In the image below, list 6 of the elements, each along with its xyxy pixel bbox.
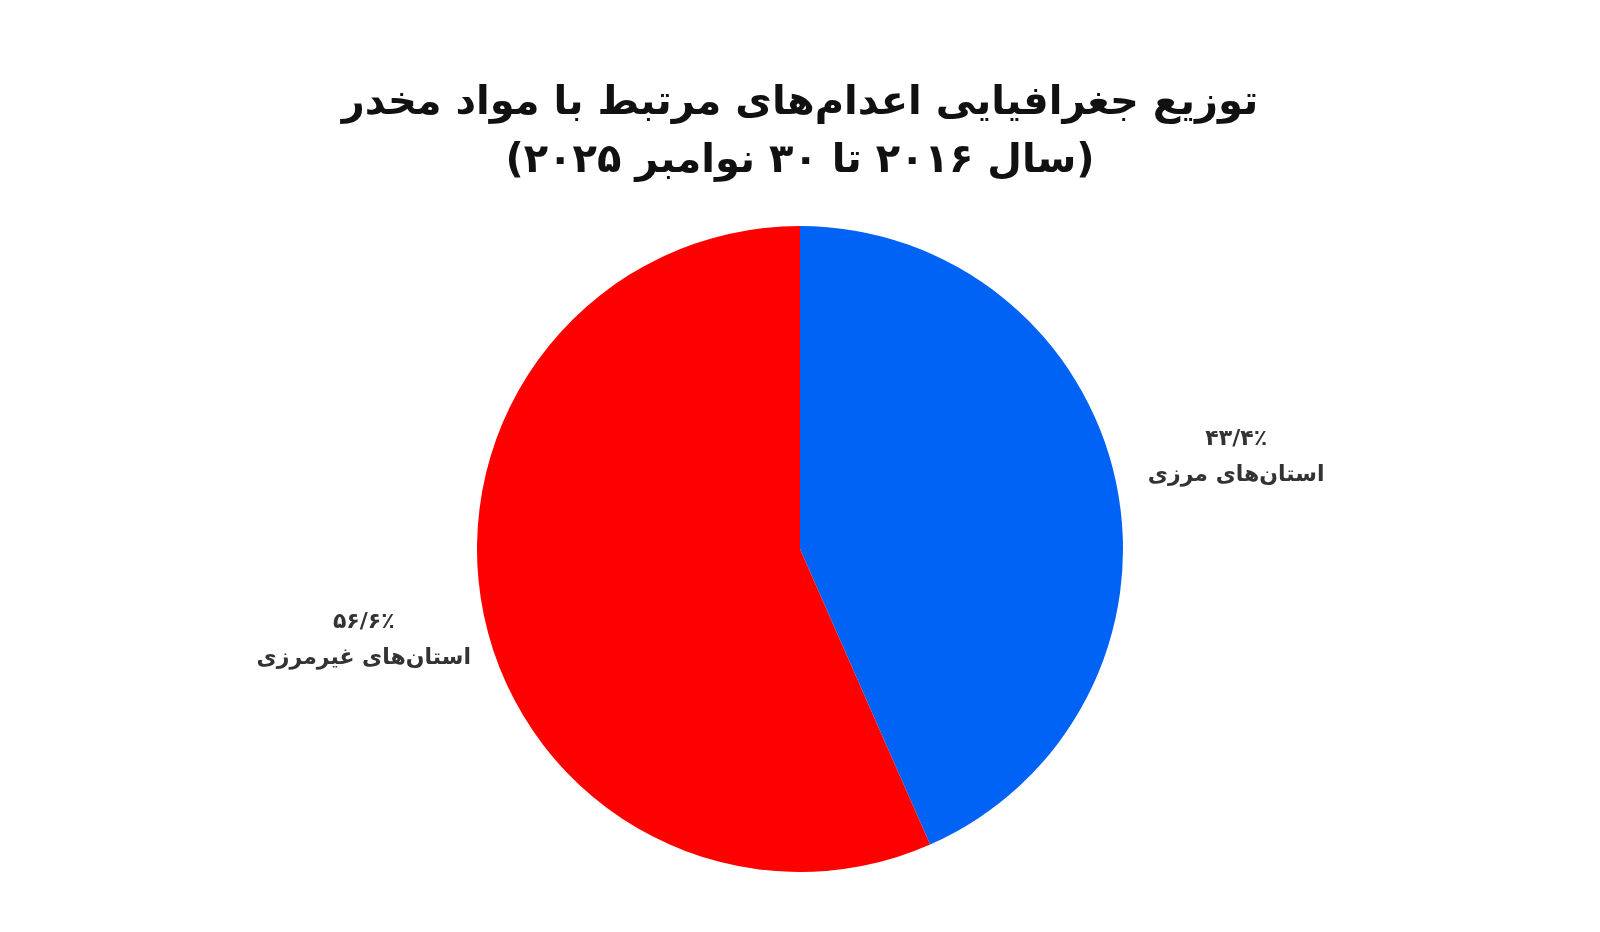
- slice-label: استان‌های غیرمرزی: [256, 644, 471, 671]
- data-label: ۴۳/۴٪: [1205, 424, 1268, 450]
- chart-title: توزیع جغرافیایی اعدام‌های مرتبط با مواد مخدر: [339, 77, 1259, 125]
- chart-subtitle: (سال ۲۰۱۶ تا ۳۰ نوامبر ۲۰۲۵): [505, 135, 1095, 183]
- slice-label: استان‌های مرزی: [1147, 460, 1325, 487]
- data-label: ۵۶/۶٪: [332, 608, 395, 634]
